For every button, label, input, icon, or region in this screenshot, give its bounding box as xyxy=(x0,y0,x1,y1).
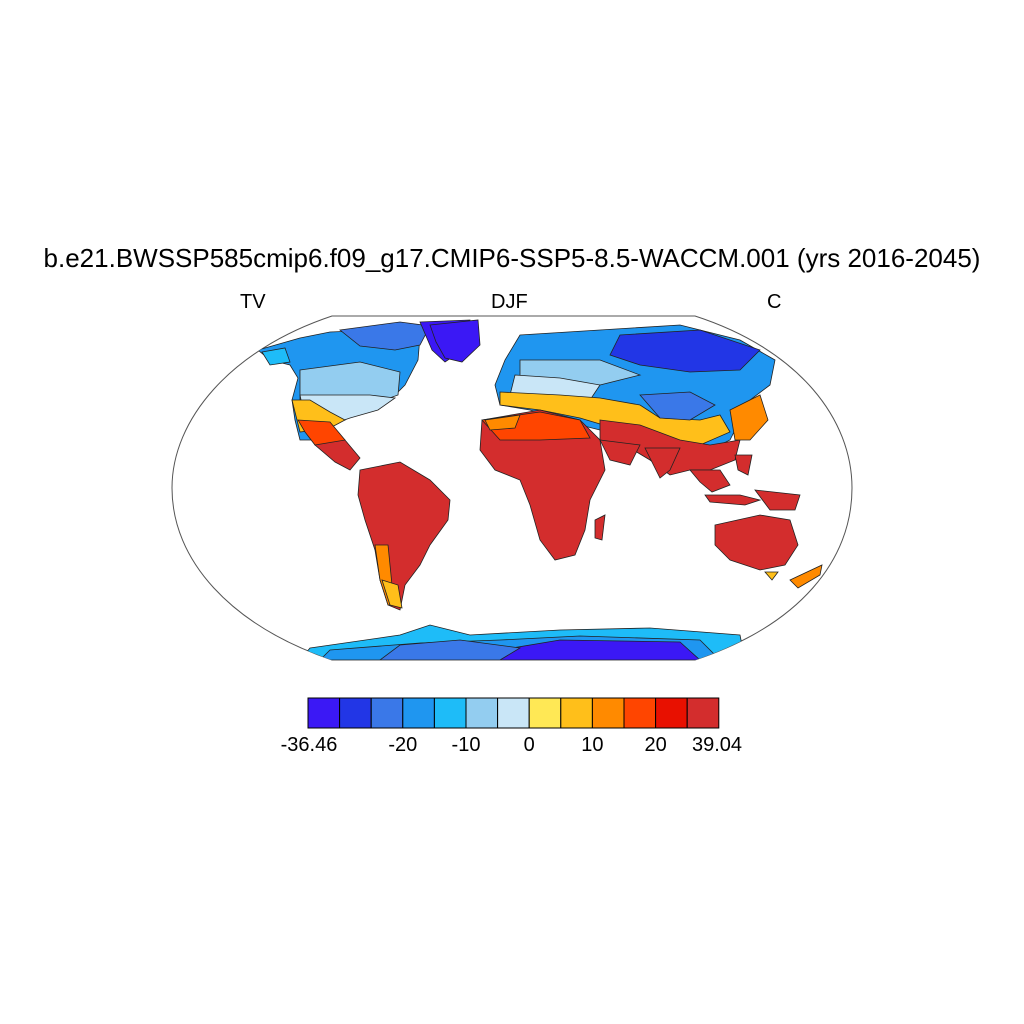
variable-label: TV xyxy=(240,291,266,313)
colorbar-tick-label: -20 xyxy=(388,734,418,756)
plot-title: b.e21.BWSSP585cmip6.f09_g17.CMIP6-SSP5-8… xyxy=(43,243,981,273)
india xyxy=(644,447,681,479)
colorbar-tick-label: -10 xyxy=(451,734,481,756)
maritime-asia xyxy=(689,454,801,511)
colorbar-tick-label: 10 xyxy=(581,734,604,756)
madagascar xyxy=(594,514,606,541)
season-label: DJF xyxy=(491,291,528,313)
antarctica xyxy=(299,624,746,660)
greenland xyxy=(429,319,481,363)
south-america xyxy=(357,461,451,611)
colorbar-tick-label: 39.04 xyxy=(691,734,743,756)
colorbar-tick-label: 0 xyxy=(523,734,535,756)
eurasia xyxy=(494,324,776,476)
australia xyxy=(714,514,823,589)
units-label: C xyxy=(767,291,782,313)
colorbar-tick-label: -36.46 xyxy=(280,734,338,756)
africa xyxy=(479,409,606,561)
arabia xyxy=(599,439,641,466)
colorbar-tick-label: 20 xyxy=(644,734,667,756)
